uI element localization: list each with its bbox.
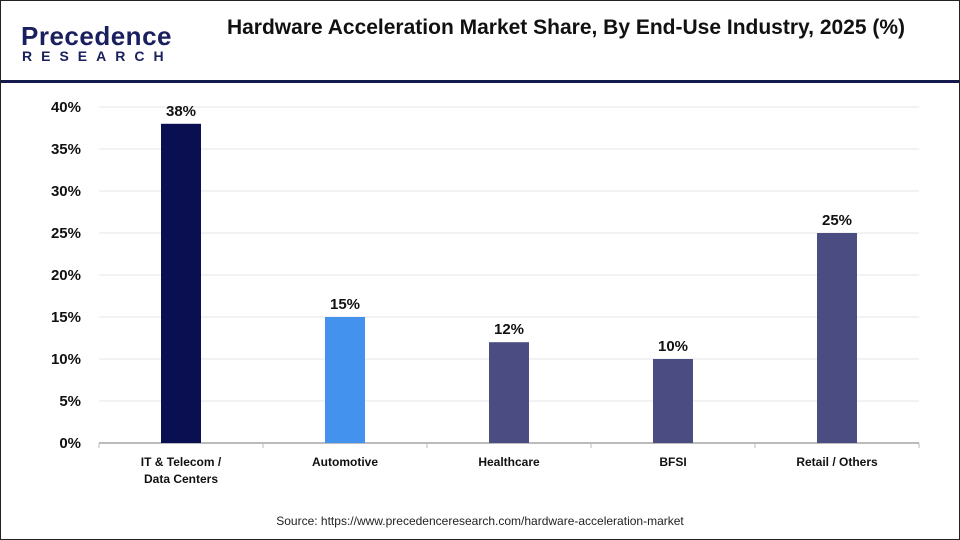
bar [161, 123, 201, 444]
bar [325, 317, 365, 443]
chart-title: Hardware Acceleration Market Share, By E… [226, 16, 906, 39]
data-label: 25% [822, 212, 852, 229]
y-tick-label: 20% [51, 267, 81, 284]
data-label: 38% [166, 103, 196, 120]
y-tick-label: 15% [51, 309, 81, 326]
y-tick-label: 10% [51, 351, 81, 368]
precedence-research-logo: Precedence RESEARCH [17, 21, 171, 65]
x-tick-label: Retail / Others [796, 455, 878, 469]
x-tick-label: BFSI [659, 455, 686, 469]
y-tick-label: 25% [51, 225, 81, 242]
data-label: 15% [330, 296, 360, 313]
y-tick-label: 40% [51, 99, 81, 116]
header-divider [1, 80, 959, 83]
x-tick-label: Data Centers [144, 472, 218, 486]
y-tick-label: 5% [59, 393, 81, 410]
data-label: 10% [658, 338, 688, 355]
y-tick-label: 35% [51, 141, 81, 158]
y-tick-label: 0% [59, 435, 81, 452]
bar [817, 233, 857, 443]
y-tick-label: 30% [51, 183, 81, 200]
x-tick-label: IT & Telecom / [141, 455, 222, 469]
logo-line1: Precedence [21, 21, 172, 51]
logo-line2: RESEARCH [22, 48, 173, 64]
bar [489, 342, 529, 443]
x-tick-label: Automotive [312, 455, 378, 469]
source-note: Source: https://www.precedenceresearch.c… [276, 514, 684, 528]
bar [653, 359, 693, 443]
data-label: 12% [494, 321, 524, 338]
x-tick-label: Healthcare [478, 455, 540, 469]
